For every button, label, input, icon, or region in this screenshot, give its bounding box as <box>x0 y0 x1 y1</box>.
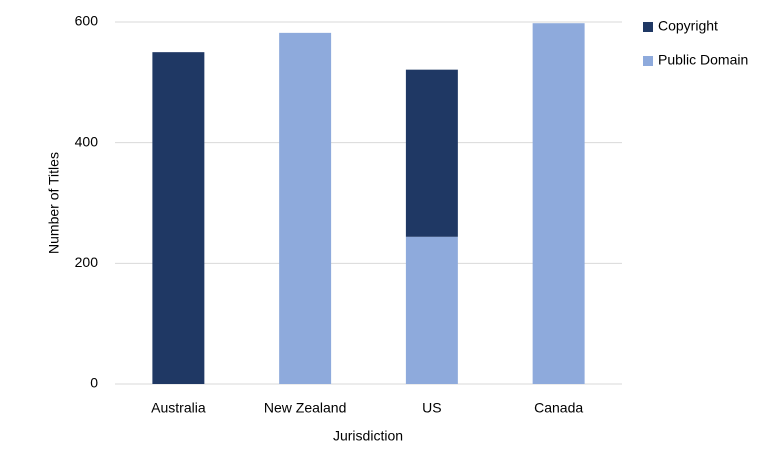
legend-label: Public Domain <box>658 52 748 68</box>
bar-segment <box>405 69 458 237</box>
bar-segment <box>532 23 585 385</box>
y-tick-label: 0 <box>90 375 98 391</box>
bar-segment <box>405 236 458 384</box>
legend-swatch <box>643 56 653 66</box>
y-tick-label: 200 <box>75 254 99 270</box>
x-tick-label: Australia <box>151 400 206 416</box>
y-tick-label: 600 <box>75 13 99 29</box>
legend-label: Copyright <box>658 18 718 34</box>
x-tick-label: US <box>422 400 441 416</box>
legend-swatch <box>643 22 653 32</box>
y-tick-label: 400 <box>75 133 99 149</box>
bar-segment <box>152 52 205 385</box>
y-axis-title: Number of Titles <box>46 152 62 254</box>
bar-segment <box>279 32 332 385</box>
x-tick-label: Canada <box>534 400 583 416</box>
x-axis-title: Jurisdiction <box>333 428 403 444</box>
x-tick-label: New Zealand <box>264 400 347 416</box>
